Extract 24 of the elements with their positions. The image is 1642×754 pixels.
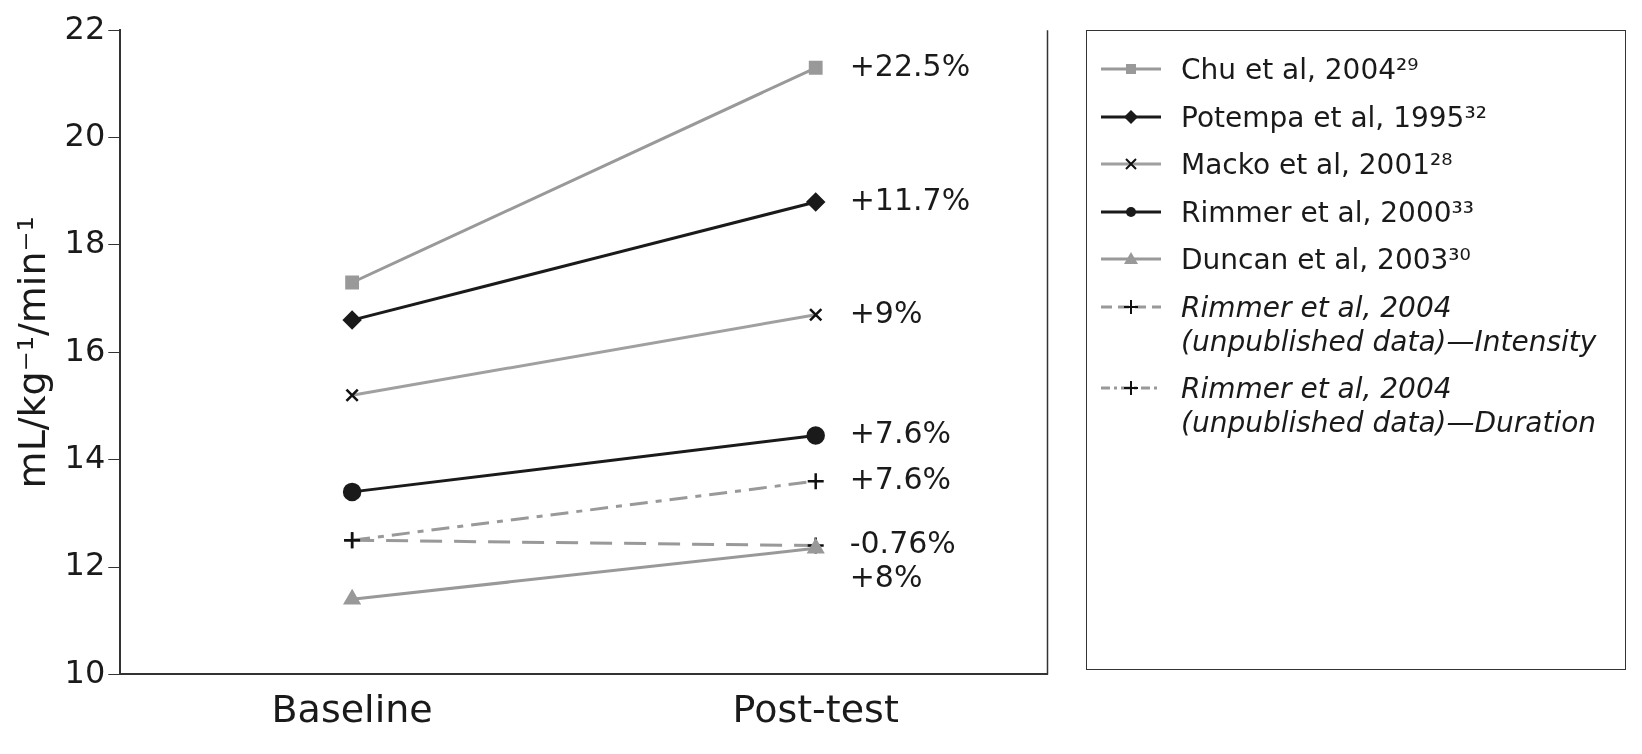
y-tick-label: 18 [64,223,106,262]
y-tick-label: 12 [64,545,106,584]
annotation: +22.5% [849,47,971,83]
x-tick-label: Post-test [732,687,899,732]
y-tick-label: 10 [64,652,106,691]
legend-label: Potempa et al, 1995³² [1181,100,1487,135]
legend-label: Duncan et al, 2003³⁰ [1181,243,1471,277]
annotation: -0.76% [849,525,956,561]
y-tick-label: 22 [64,8,106,47]
legend-label: Rimmer et al, 2004 (unpublished data)—Duration [1181,372,1598,440]
y-tick-label: 14 [64,437,106,476]
y-tick-label: 20 [64,115,106,154]
annotation: +8% [849,559,923,595]
legend-label: Rimmer et al, 2000³³ [1181,195,1474,230]
legend-label: Chu et al, 2004²⁹ [1181,53,1419,87]
annotation: +7.6% [849,460,952,496]
y-tick-label: 16 [64,330,106,369]
annotation: +11.7% [849,181,971,217]
annotation: +7.6% [849,415,952,451]
legend-label: Macko et al, 2001²⁸ [1181,148,1453,182]
annotation: +9% [849,294,923,330]
y-axis-title: mL/kg⁻¹/min⁻¹ [9,216,54,489]
x-tick-label: Baseline [271,687,433,732]
legend-label: Rimmer et al, 2004 (unpublished data)—Intensity [1181,290,1598,359]
